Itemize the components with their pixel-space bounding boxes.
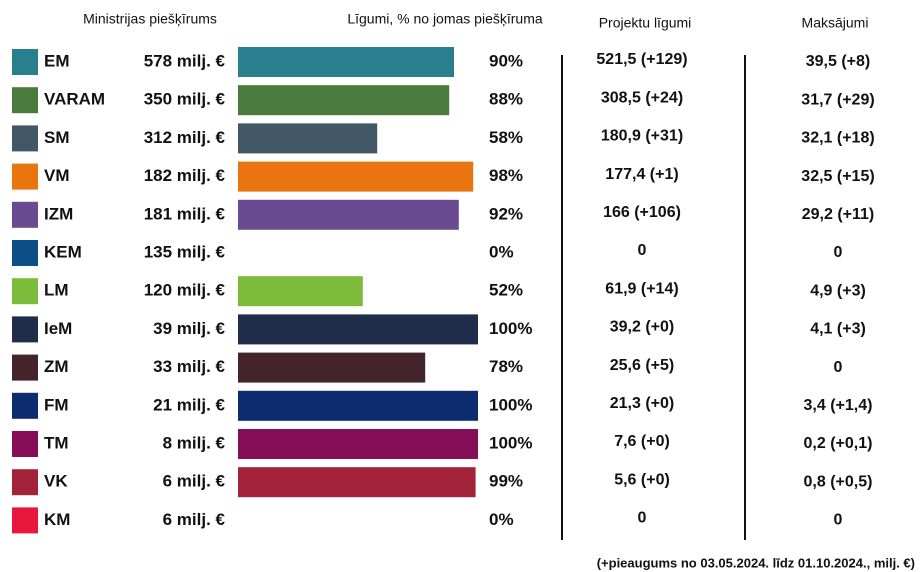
allocation: 39 milj. €: [153, 319, 225, 338]
category-label: VK: [44, 472, 68, 491]
allocation: 33 milj. €: [153, 357, 225, 376]
allocation: 6 milj. €: [163, 472, 226, 491]
value-label: 0%: [489, 242, 514, 261]
legend-swatch: [12, 87, 38, 114]
payments: 0,8 (+0,5): [804, 473, 873, 490]
category-label: KEM: [44, 242, 82, 261]
value-label: 78%: [489, 357, 523, 376]
value-label: 58%: [489, 128, 523, 147]
footnote: (+pieaugums no 03.05.2024. līdz 01.10.20…: [597, 555, 915, 570]
bar: [238, 467, 476, 498]
value-label: 92%: [489, 204, 523, 223]
bar: [238, 161, 474, 192]
payments: 39,5 (+8): [806, 53, 870, 70]
value-label: 100%: [489, 319, 532, 338]
column-title: Maksājumi: [802, 15, 869, 31]
value-label: 98%: [489, 166, 523, 185]
category-label: EM: [44, 51, 70, 70]
value-label: 100%: [489, 433, 532, 452]
projects: 5,6 (+0): [614, 471, 670, 488]
legend-swatch: [12, 392, 38, 419]
category-label: FM: [44, 395, 69, 414]
projects: 39,2 (+0): [610, 319, 674, 336]
category-label: ZM: [44, 357, 69, 376]
value-label: 0%: [489, 510, 514, 529]
projects: 7,6 (+0): [614, 433, 670, 450]
payments: 0: [834, 244, 843, 261]
value-label: 90%: [489, 51, 523, 70]
projects: 177,4 (+1): [605, 166, 678, 183]
value-label: 100%: [489, 395, 532, 414]
bar: [238, 47, 454, 77]
bar: [238, 352, 426, 383]
column-title: Līgumi, % no jomas piešķīruma: [347, 11, 543, 27]
value-label: 99%: [489, 472, 523, 491]
legend-swatch: [12, 507, 38, 534]
bar: [238, 314, 478, 345]
value-label: 52%: [489, 281, 523, 300]
projects: 521,5 (+129): [596, 51, 687, 68]
bar: [238, 123, 378, 154]
category-label: KM: [44, 510, 70, 529]
category-label: TM: [44, 433, 69, 452]
legend-swatch: [12, 316, 38, 343]
projects: 21,3 (+0): [610, 395, 674, 412]
bar: [238, 276, 363, 307]
category-label: IZM: [44, 204, 73, 223]
allocation: 182 milj. €: [144, 166, 226, 185]
payments: 32,1 (+18): [801, 130, 874, 147]
payments: 29,2 (+11): [802, 206, 875, 223]
allocation: 21 milj. €: [153, 395, 225, 414]
projects: 166 (+106): [603, 204, 681, 221]
legend-swatch: [12, 163, 38, 190]
allocation: 312 milj. €: [144, 128, 226, 147]
projects: 25,6 (+5): [610, 357, 674, 374]
bar: [238, 85, 450, 116]
payments: 0: [834, 512, 843, 529]
bar: [238, 199, 459, 230]
projects: 308,5 (+24): [601, 89, 683, 106]
projects: 180,9 (+31): [601, 128, 683, 145]
legend-swatch: [12, 469, 38, 496]
payments: 0: [834, 359, 843, 376]
legend-swatch: [12, 49, 38, 75]
category-label: LM: [44, 281, 69, 300]
legend-swatch: [12, 240, 38, 266]
payments: 32,5 (+15): [801, 168, 874, 185]
allocation: 350 milj. €: [144, 90, 226, 109]
allocation: 6 milj. €: [163, 510, 226, 529]
payments: 4,1 (+3): [810, 321, 866, 338]
bar: [238, 429, 478, 459]
category-label: IeM: [44, 319, 72, 338]
allocation: 181 milj. €: [144, 204, 226, 223]
column-title: Projektu līgumi: [599, 15, 692, 31]
bar: [238, 390, 478, 421]
legend-swatch: [12, 431, 38, 457]
allocation: 578 milj. €: [144, 51, 226, 70]
value-label: 88%: [489, 90, 523, 109]
allocation: 135 milj. €: [144, 242, 226, 261]
legend-swatch: [12, 278, 38, 305]
projects: 0: [638, 242, 647, 259]
projects: 0: [638, 510, 647, 527]
allocation: 120 milj. €: [144, 281, 226, 300]
legend-swatch: [12, 125, 38, 152]
payments: 31,7 (+29): [801, 91, 874, 108]
column-title: Ministrijas piešķīrums: [83, 11, 217, 27]
legend-swatch: [12, 354, 38, 381]
category-label: SM: [44, 128, 70, 147]
category-label: VARAM: [44, 90, 105, 109]
category-label: VM: [44, 166, 70, 185]
payments: 0,2 (+0,1): [804, 435, 873, 452]
payments: 4,9 (+3): [810, 282, 866, 299]
projects: 61,9 (+14): [605, 280, 678, 297]
payments: 3,4 (+1,4): [804, 397, 873, 414]
allocation: 8 milj. €: [163, 433, 226, 452]
legend-swatch: [12, 201, 38, 228]
